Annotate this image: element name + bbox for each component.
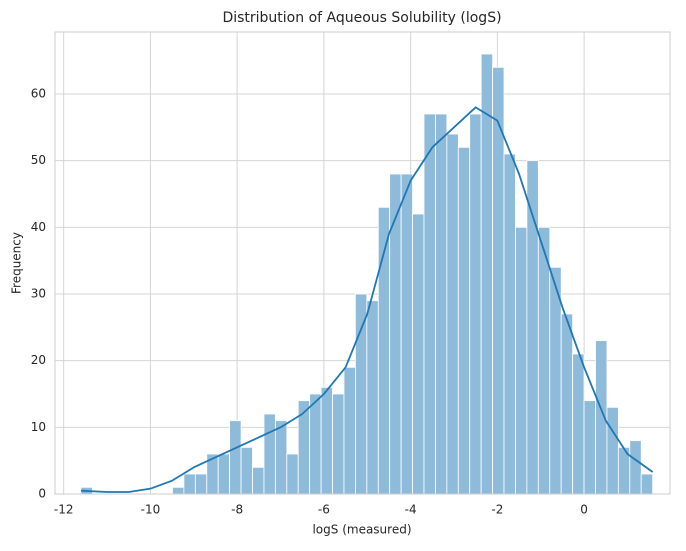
y-tick-label: 40	[31, 220, 46, 234]
bar	[240, 446, 253, 495]
bar	[343, 366, 356, 495]
bar	[263, 413, 276, 495]
y-tick-label: 50	[31, 153, 46, 167]
bar	[549, 266, 562, 495]
bar	[435, 113, 448, 495]
bar	[480, 53, 494, 495]
bar	[640, 473, 654, 495]
bar	[217, 453, 231, 495]
bar	[332, 393, 345, 495]
bar	[229, 420, 242, 495]
x-tick-label: 0	[580, 503, 588, 517]
y-tick-label: 30	[31, 287, 46, 301]
bar	[457, 146, 471, 495]
bar	[183, 473, 196, 495]
bar	[572, 353, 585, 495]
y-axis-label: Frequency	[10, 232, 24, 294]
bar	[172, 486, 185, 495]
x-axis-label: logS (measured)	[312, 523, 411, 537]
y-tick-label: 10	[31, 420, 46, 434]
bar	[194, 473, 208, 495]
x-tick-label: -12	[54, 503, 74, 517]
plot-frame	[54, 31, 671, 495]
bar	[423, 113, 436, 495]
bar	[286, 453, 299, 495]
x-tick-label: -4	[405, 503, 417, 517]
x-tick-label: -8	[231, 503, 243, 517]
x-tick-label: -6	[318, 503, 330, 517]
chart-title: Distribution of Aqueous Solubility (logS…	[222, 10, 501, 26]
bar	[560, 313, 574, 495]
x-tick-label: -10	[141, 503, 161, 517]
bar	[389, 173, 402, 495]
bar	[354, 293, 368, 495]
y-tick-label: 60	[31, 87, 46, 101]
bar	[503, 153, 516, 495]
bar	[366, 300, 379, 495]
bar	[320, 386, 333, 495]
bar	[274, 420, 288, 495]
bar	[309, 393, 322, 495]
bar	[412, 213, 425, 495]
x-tick-label: -2	[491, 503, 503, 517]
kde-line	[80, 106, 654, 493]
bar	[400, 173, 413, 495]
bar	[537, 226, 551, 495]
y-tick-label: 20	[31, 353, 46, 367]
bar	[526, 160, 539, 495]
y-tick-label: 0	[38, 487, 46, 501]
bar	[469, 113, 482, 495]
bar	[606, 406, 619, 495]
bar	[583, 400, 596, 495]
bar	[515, 226, 528, 495]
bar	[629, 440, 642, 495]
bar	[446, 133, 459, 495]
bar	[252, 466, 265, 495]
